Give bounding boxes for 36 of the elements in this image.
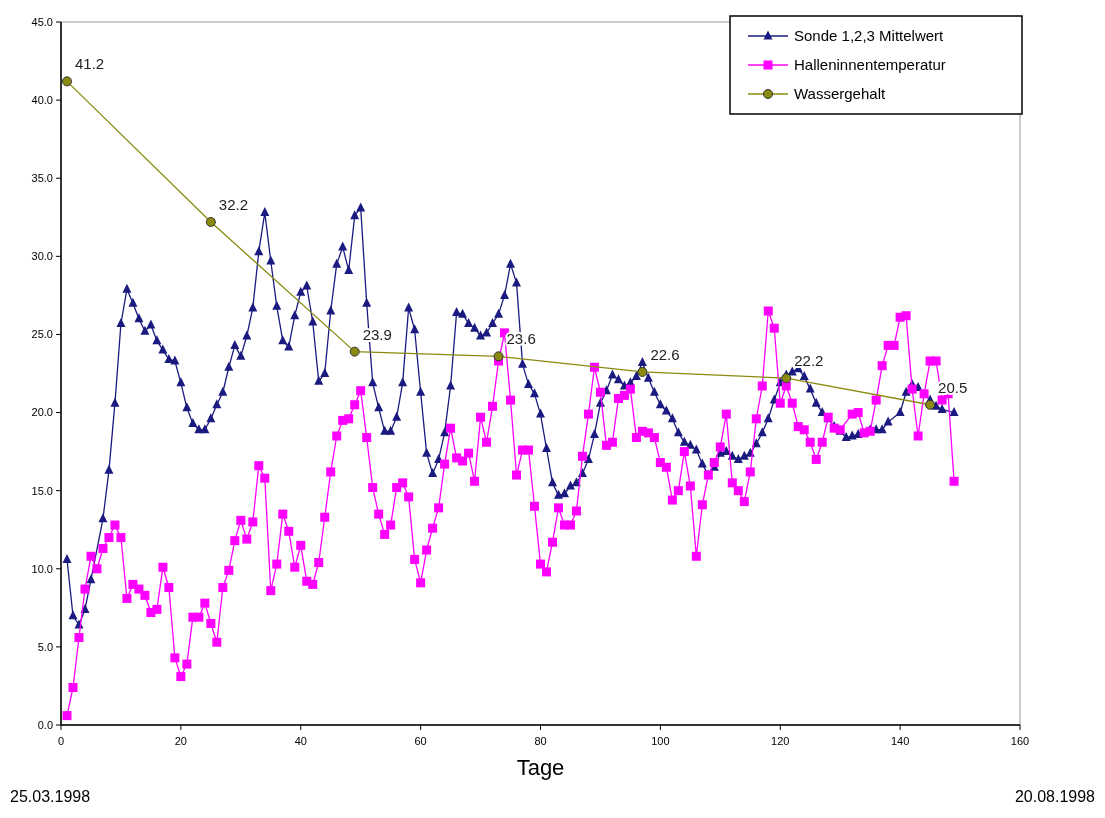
x-tick-label: 80: [534, 735, 547, 747]
x-tick-label: 20: [174, 735, 187, 747]
y-tick-label: 25.0: [31, 328, 53, 341]
point: [205, 216, 216, 227]
legend-label: Wassergehalt: [794, 85, 886, 103]
x-tick-label: 0: [57, 735, 65, 747]
y-tick-label: 45.0: [31, 15, 53, 28]
data-label: 41.2: [74, 55, 105, 73]
point: [781, 373, 792, 384]
point: [61, 76, 72, 87]
y-tick-label: 10.0: [31, 562, 53, 575]
legend-label: Sonde 1,2,3 Mittelwert: [794, 27, 945, 45]
x-tick-label: 160: [1010, 735, 1030, 747]
data-label: 32.2: [218, 195, 249, 213]
y-tick-label: 0.0: [37, 718, 53, 731]
y-tick-label: 20.0: [31, 406, 53, 419]
x-tick-label: 120: [771, 735, 790, 747]
text: 20.08.1998: [1014, 788, 1096, 805]
point: [637, 366, 648, 377]
point: [493, 351, 504, 362]
point: [925, 399, 936, 410]
y-tick-label: 15.0: [31, 484, 53, 497]
data-label: 22.2: [794, 352, 824, 370]
point: [349, 346, 360, 357]
y-tick-label: 5.0: [37, 640, 53, 653]
text: 25.03.1998: [10, 788, 91, 805]
legend-label: Halleninnentemperatur: [794, 56, 946, 74]
x-tick-label: 140: [890, 735, 910, 747]
x-tick-label: 100: [651, 735, 670, 747]
data-label: 22.6: [650, 345, 680, 363]
x-tick-label: 40: [294, 735, 307, 747]
y-tick-label: 35.0: [31, 172, 53, 185]
y-tick-label: 30.0: [31, 250, 53, 263]
y-tick-label: 40.0: [31, 93, 53, 106]
x-tick-label: 60: [414, 735, 427, 747]
x-axis-title: Tage: [516, 755, 565, 780]
